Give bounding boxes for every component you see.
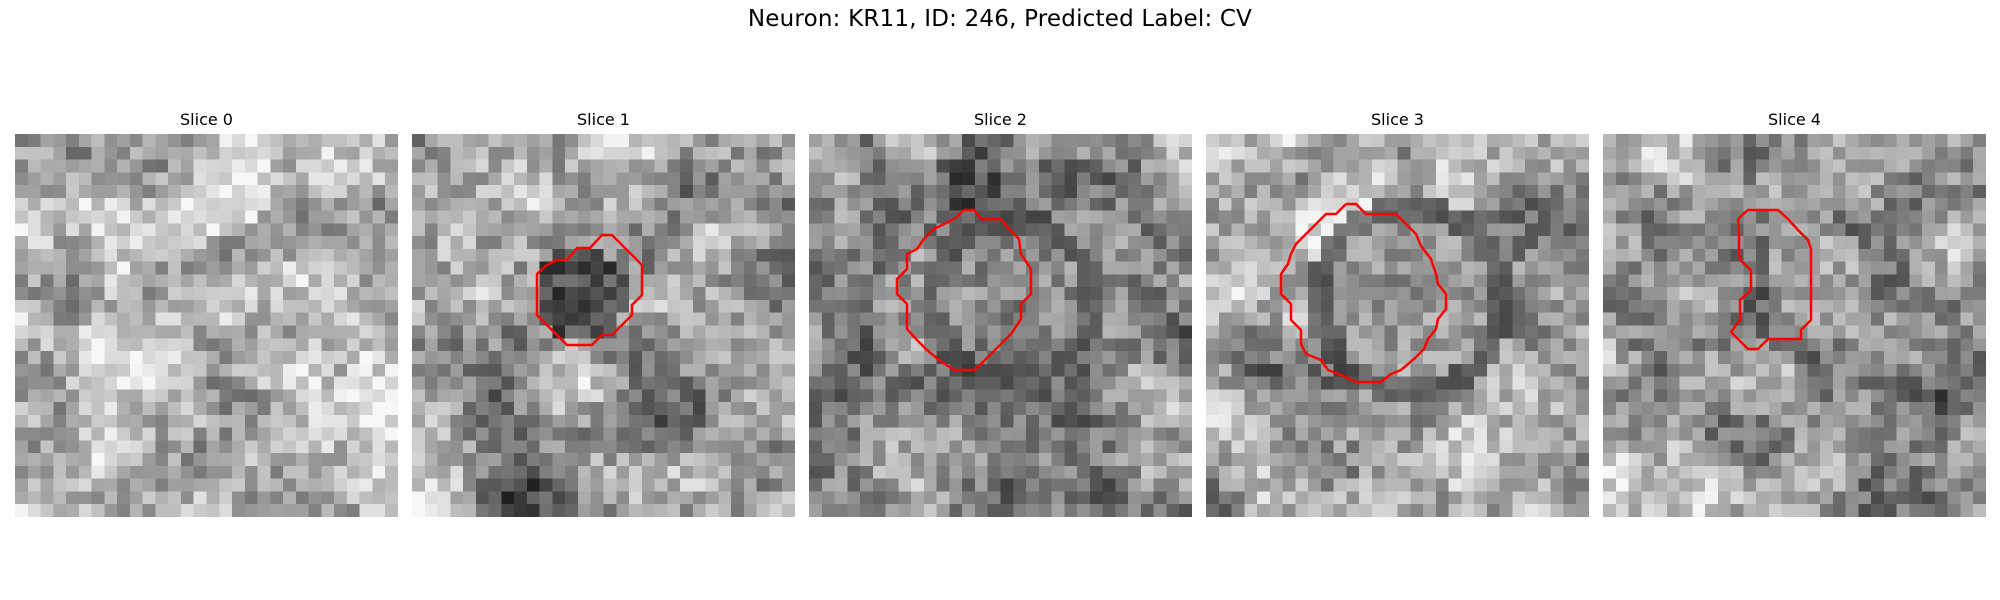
slice-image (1206, 134, 1589, 517)
contour-overlay (535, 233, 644, 347)
roi-contour (1729, 208, 1813, 351)
grayscale-image (809, 134, 1192, 517)
slice-image (809, 134, 1192, 517)
slice-title: Slice 1 (577, 110, 630, 129)
figure-title: Neuron: KR11, ID: 246, Predicted Label: … (747, 6, 1253, 32)
slice-panel-1: Slice 1 (412, 108, 795, 517)
slice-image (1603, 134, 1986, 517)
slice-panel-2: Slice 2 (809, 108, 1192, 517)
grayscale-image (1206, 134, 1589, 517)
slice-title: Slice 2 (974, 110, 1027, 129)
slice-image (412, 134, 795, 517)
roi-contour (895, 208, 1033, 372)
slice-title: Slice 3 (1371, 110, 1424, 129)
grayscale-image (15, 134, 398, 517)
grayscale-image (1603, 134, 1986, 517)
contour-overlay (895, 208, 1033, 372)
slice-image (15, 134, 398, 517)
slice-title: Slice 0 (180, 110, 233, 129)
contour-overlay (1729, 208, 1813, 351)
contour-overlay (1279, 202, 1448, 384)
roi-contour (1279, 202, 1448, 384)
contour-overlay (15, 134, 398, 517)
slice-panel-4: Slice 4 (1603, 108, 1986, 517)
slice-panel-3: Slice 3 (1206, 108, 1589, 517)
slice-panel-0: Slice 0 (15, 108, 398, 517)
grayscale-image (412, 134, 795, 517)
slice-title: Slice 4 (1768, 110, 1821, 129)
roi-contour (535, 233, 644, 347)
